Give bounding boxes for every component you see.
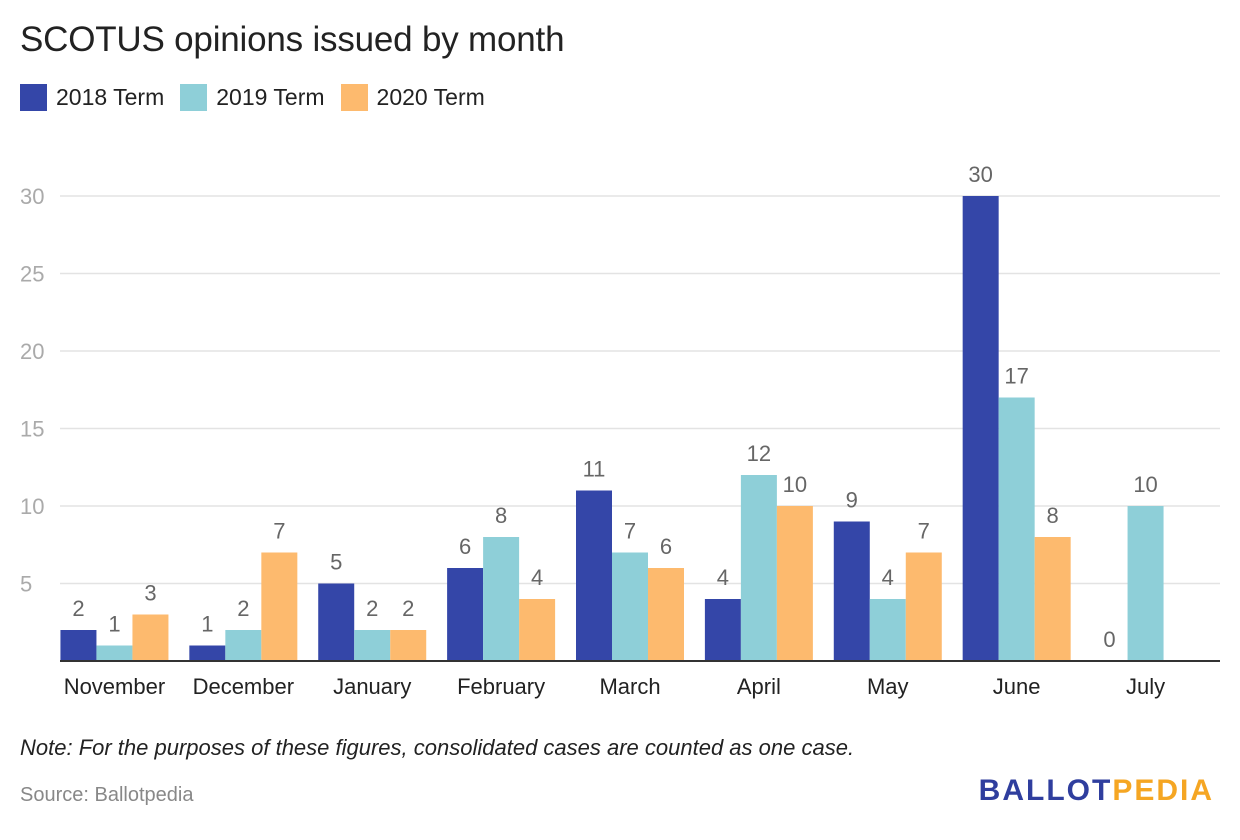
bar (96, 645, 133, 661)
legend-item-2020: 2020 Term (340, 84, 485, 111)
bar (962, 196, 999, 661)
data-label: 30 (968, 162, 992, 187)
data-label: 2 (72, 596, 84, 621)
data-label: 2 (402, 596, 414, 621)
data-label: 12 (747, 441, 771, 466)
legend-swatch-2020 (340, 84, 368, 111)
legend-item-2018: 2018 Term (20, 84, 164, 111)
bar (390, 630, 427, 661)
y-tick-label: 25 (20, 262, 44, 287)
bar (740, 475, 777, 661)
x-tick-label: January (333, 674, 411, 699)
y-tick-label: 20 (20, 339, 44, 364)
data-label: 2 (237, 596, 249, 621)
data-label: 17 (1004, 364, 1028, 389)
data-label: 10 (1133, 472, 1157, 497)
y-tick-label: 30 (20, 184, 44, 209)
legend: 2018 Term 2019 Term 2020 Term (20, 84, 501, 111)
data-label: 8 (1047, 503, 1059, 528)
bar (648, 568, 684, 661)
data-label: 1 (201, 612, 213, 637)
bar (612, 552, 648, 661)
data-label: 7 (624, 519, 636, 544)
data-label: 7 (273, 519, 285, 544)
data-label: 10 (783, 472, 807, 497)
chart-title: SCOTUS opinions issued by month (20, 20, 565, 59)
footnote: Note: For the purposes of these figures,… (20, 735, 855, 760)
bar (1034, 537, 1071, 661)
bar (998, 397, 1035, 661)
legend-swatch-2018 (20, 84, 47, 111)
legend-label-2019: 2019 Term (216, 84, 325, 110)
bar (225, 630, 262, 661)
x-tick-label: April (737, 674, 781, 699)
bar (905, 552, 942, 661)
bar (576, 490, 612, 661)
data-label: 1 (108, 612, 120, 637)
bar (1127, 506, 1164, 661)
bar (318, 583, 355, 661)
data-label: 9 (846, 488, 858, 513)
bar (869, 599, 906, 661)
bar (132, 614, 169, 661)
legend-label-2018: 2018 Term (56, 84, 165, 110)
bar (483, 537, 520, 661)
data-label: 11 (583, 457, 606, 482)
bar (261, 552, 298, 661)
bar (776, 506, 813, 661)
x-tick-label: December (193, 674, 294, 699)
bar (833, 521, 870, 661)
data-label: 4 (531, 565, 543, 590)
data-label: 3 (144, 581, 156, 606)
y-tick-label: 5 (20, 572, 32, 597)
legend-item-2019: 2019 Term (180, 84, 325, 111)
x-tick-label: February (457, 674, 545, 699)
legend-swatch-2019 (180, 84, 208, 111)
bar (354, 630, 391, 661)
x-tick-label: May (867, 674, 909, 699)
data-label: 0 (1103, 627, 1115, 652)
y-tick-label: 10 (20, 494, 44, 519)
y-tick-label: 15 (20, 417, 44, 442)
bar (447, 568, 484, 661)
x-tick-label: July (1126, 674, 1165, 699)
bar (519, 599, 556, 661)
bar (704, 599, 741, 661)
logo-part-pedia: PEDIA (1112, 774, 1214, 807)
x-tick-label: March (599, 674, 660, 699)
data-label: 2 (366, 596, 378, 621)
data-label: 4 (717, 565, 729, 590)
data-label: 6 (459, 534, 471, 559)
legend-label-2020: 2020 Term (376, 84, 485, 110)
data-label: 6 (660, 534, 672, 559)
data-label: 7 (918, 519, 930, 544)
bar (60, 630, 97, 661)
ballotpedia-logo: BALLOTPEDIA (979, 774, 1214, 808)
data-label: 4 (882, 565, 894, 590)
x-tick-label: November (64, 674, 165, 699)
source-text: Source: Ballotpedia (20, 784, 194, 806)
logo-part-ballot: BALLOT (978, 774, 1113, 807)
bar (189, 645, 226, 661)
data-label: 8 (495, 503, 507, 528)
x-tick-label: June (993, 674, 1041, 699)
data-label: 5 (330, 550, 342, 575)
